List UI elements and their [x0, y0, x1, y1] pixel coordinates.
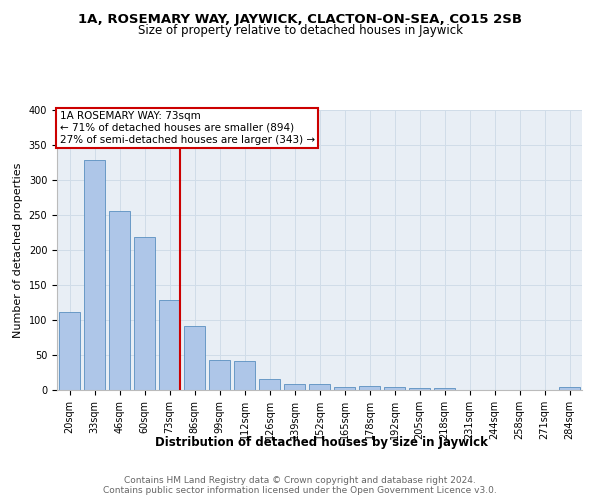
Text: Distribution of detached houses by size in Jaywick: Distribution of detached houses by size … [155, 436, 487, 449]
Bar [559, 387, 580, 390]
Bar [309, 384, 330, 390]
Y-axis label: Number of detached properties: Number of detached properties [13, 162, 23, 338]
Text: Contains HM Land Registry data © Crown copyright and database right 2024.
Contai: Contains HM Land Registry data © Crown c… [103, 476, 497, 495]
Bar [434, 388, 455, 390]
Bar [409, 388, 430, 390]
Bar [384, 386, 405, 390]
Bar [359, 386, 380, 390]
Bar [84, 160, 105, 390]
Bar [184, 326, 205, 390]
Bar [59, 312, 80, 390]
Text: 1A, ROSEMARY WAY, JAYWICK, CLACTON-ON-SEA, CO15 2SB: 1A, ROSEMARY WAY, JAYWICK, CLACTON-ON-SE… [78, 12, 522, 26]
Text: Size of property relative to detached houses in Jaywick: Size of property relative to detached ho… [137, 24, 463, 37]
Text: 1A ROSEMARY WAY: 73sqm
← 71% of detached houses are smaller (894)
27% of semi-de: 1A ROSEMARY WAY: 73sqm ← 71% of detached… [59, 112, 315, 144]
Bar [259, 379, 280, 390]
Bar [109, 212, 130, 390]
Bar [209, 360, 230, 390]
Bar [234, 362, 255, 390]
Bar [134, 238, 155, 390]
Bar [159, 300, 180, 390]
Bar [334, 386, 355, 390]
Bar [284, 384, 305, 390]
